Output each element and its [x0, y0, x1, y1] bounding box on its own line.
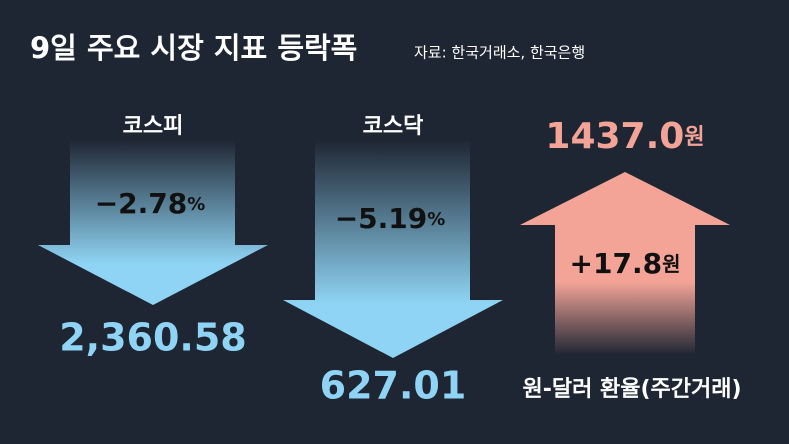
title: 9일 주요 시장 지표 등락폭 — [30, 31, 357, 65]
up-arrow — [520, 172, 730, 355]
change-value: −5.19 — [335, 202, 428, 235]
change: −5.19% — [335, 202, 446, 235]
change-unit: % — [187, 194, 205, 215]
down-arrow — [283, 140, 503, 358]
item-value: 2,360.58 — [59, 316, 247, 360]
change-value: −2.78 — [95, 187, 188, 220]
change-unit: % — [427, 209, 445, 230]
value-number: 1437.0 — [545, 116, 684, 157]
item-value: 1437.0원 — [545, 116, 704, 157]
down-arrow — [38, 140, 268, 305]
change: +17.8원 — [570, 247, 681, 280]
change: −2.78% — [95, 187, 206, 220]
item-value: 627.01 — [320, 364, 467, 408]
source: 자료: 한국거래소, 한국은행 — [414, 44, 585, 62]
item-name: 코스닥 — [363, 114, 424, 139]
change-unit: 원 — [662, 252, 680, 276]
item-name: 코스피 — [123, 114, 184, 139]
change-value: +17.8 — [570, 247, 663, 280]
item-name: 원-달러 환율(주간거래) — [522, 377, 741, 402]
value-unit: 원 — [684, 125, 704, 150]
